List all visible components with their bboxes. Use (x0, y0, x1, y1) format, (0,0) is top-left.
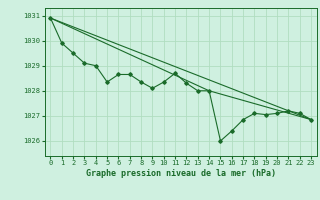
X-axis label: Graphe pression niveau de la mer (hPa): Graphe pression niveau de la mer (hPa) (86, 169, 276, 178)
